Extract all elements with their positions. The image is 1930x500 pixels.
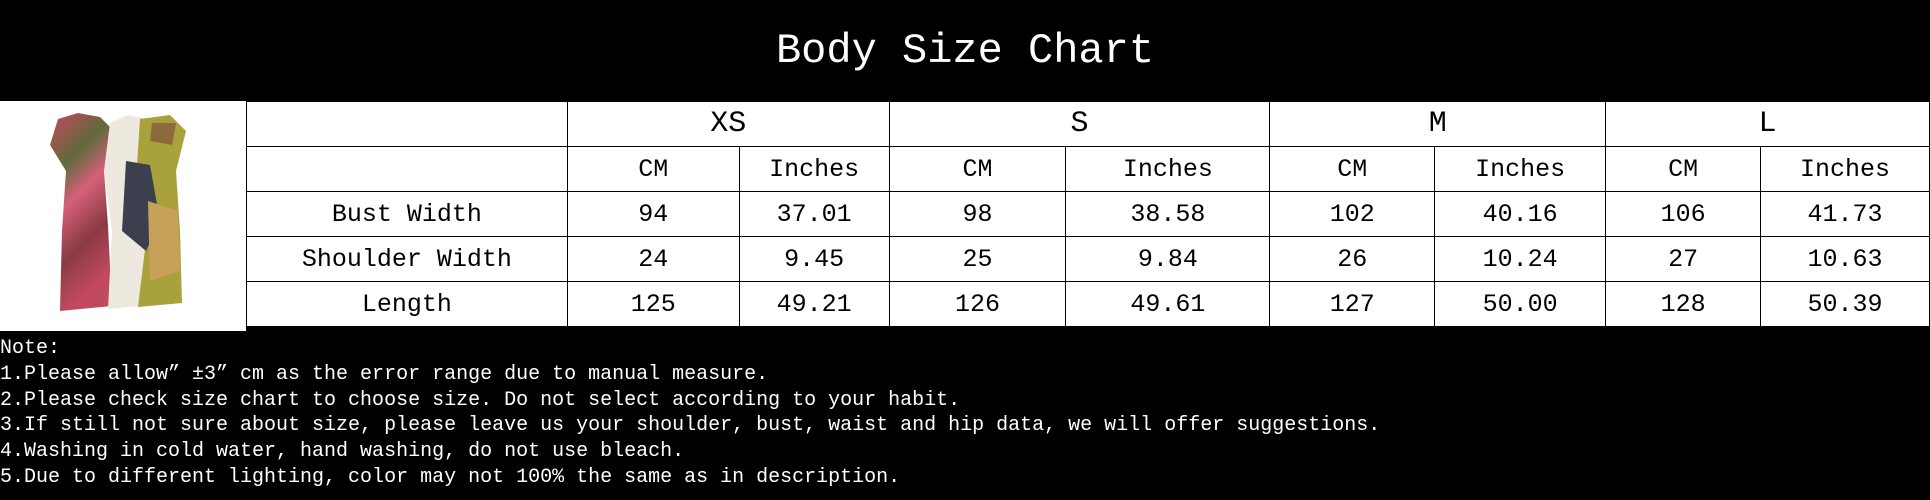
empty-cell: [246, 101, 568, 147]
size-header-s: S: [888, 101, 1271, 147]
cell: 26: [1269, 236, 1436, 282]
table-row: Bust Width 94 37.01 98 38.58 102 40.16 1…: [246, 191, 1930, 237]
cell: 27: [1605, 236, 1762, 282]
size-header-row: XS S M L: [246, 101, 1930, 147]
cell: 38.58: [1065, 191, 1271, 237]
cell: 128: [1605, 281, 1762, 327]
note-item: 1.Please allow” ±3” cm as the error rang…: [0, 362, 769, 386]
size-header-xs: XS: [566, 101, 890, 147]
cell: 98: [888, 191, 1067, 237]
row-label: Length: [246, 281, 568, 327]
size-header-m: M: [1269, 101, 1607, 147]
note-item: 2.Please check size chart to choose size…: [0, 388, 961, 412]
notes: Note: 1.Please allow” ±3” cm as the error…: [0, 336, 1380, 491]
note-item: 4.Washing in cold water, hand washing, d…: [0, 440, 685, 464]
cell: 125: [566, 281, 740, 327]
unit-cm: CM: [1605, 146, 1762, 192]
cell: 49.61: [1065, 281, 1271, 327]
cell: 10.63: [1760, 236, 1930, 282]
table-row: Length 125 49.21 126 49.61 127 50.00 128…: [246, 281, 1930, 327]
cell: 24: [566, 236, 740, 282]
notes-heading: Note:: [0, 337, 61, 360]
cell: 126: [888, 281, 1067, 327]
cell: 25: [888, 236, 1067, 282]
cell: 10.24: [1434, 236, 1607, 282]
page-title: Body Size Chart: [775, 26, 1155, 75]
cell: 37.01: [738, 191, 890, 237]
cell: 94: [566, 191, 740, 237]
cell: 9.84: [1065, 236, 1271, 282]
note-item: 3.If still not sure about size, please l…: [0, 414, 1381, 438]
cell: 41.73: [1760, 191, 1930, 237]
cell: 127: [1269, 281, 1436, 327]
unit-cm: CM: [566, 146, 740, 192]
cell: 106: [1605, 191, 1762, 237]
unit-header-row: CM Inches CM Inches CM Inches CM Inches: [246, 146, 1930, 192]
dress-product-photo: [0, 101, 246, 331]
note-item: 5.Due to different lighting, color may n…: [0, 465, 901, 489]
row-label: Bust Width: [246, 191, 568, 237]
cell: 50.00: [1434, 281, 1607, 327]
table-row: Shoulder Width 24 9.45 25 9.84 26 10.24 …: [246, 236, 1930, 282]
cell: 40.16: [1434, 191, 1607, 237]
cell: 50.39: [1760, 281, 1930, 327]
unit-cm: CM: [1269, 146, 1436, 192]
size-chart-table: XS S M L CM Inches CM Inches CM Inches C…: [246, 101, 1930, 327]
unit-inches: Inches: [738, 146, 890, 192]
cell: 102: [1269, 191, 1436, 237]
unit-inches: Inches: [1065, 146, 1271, 192]
unit-cm: CM: [888, 146, 1067, 192]
cell: 49.21: [738, 281, 890, 327]
size-header-l: L: [1605, 101, 1930, 147]
unit-inches: Inches: [1760, 146, 1930, 192]
row-label: Shoulder Width: [246, 236, 568, 282]
unit-inches: Inches: [1434, 146, 1607, 192]
empty-cell: [246, 146, 568, 192]
cell: 9.45: [738, 236, 890, 282]
